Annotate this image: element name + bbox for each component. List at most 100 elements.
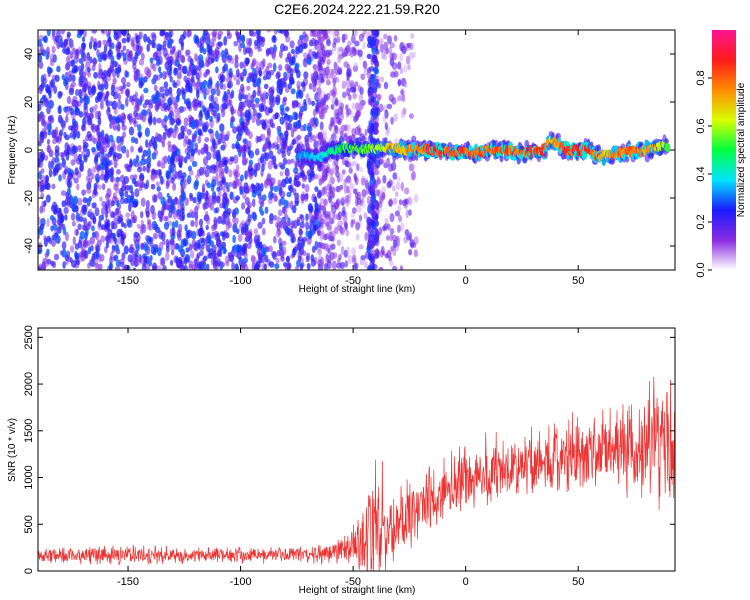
snr-x-tick-label: -50 [345,576,361,588]
spectrogram-cell [240,94,246,100]
spectrogram-cell [216,250,222,257]
spectrogram-cell [97,69,102,79]
spectrogram-cell [98,219,102,228]
spectrogram-cell [347,178,352,185]
spectrogram-cell [238,88,243,95]
spectrogram-cell [321,30,328,37]
spectrogram-cell [282,96,288,102]
spectrogram-cell [235,143,241,150]
spectrogram-cell [410,33,415,39]
spectrogram-cell [281,150,287,159]
spectrogram-cell [330,243,336,250]
spectrogram-cell [220,137,226,144]
spectrogram-cell [232,125,238,134]
spectrogram-cell [285,121,290,131]
spectrogram-cell [123,176,130,184]
spectrogram-cell [235,195,241,201]
spectrogram-cell [217,215,223,225]
spectrogram-cell [59,151,64,158]
spectrogram-cell [343,215,348,223]
spectrogram-cell [249,184,254,193]
spectrogram-cell [104,193,110,201]
spectrogram-cell [90,106,96,114]
spectrogram-cell [138,254,142,263]
spectrogram-cell [665,143,671,153]
spectrogram-cell [64,231,69,242]
spectrogram-cell [220,131,225,139]
spectrogram-cell [258,67,262,76]
spectrogram-cell [196,261,202,270]
spectrogram-cell [148,237,154,243]
spectrogram-cell [127,254,133,263]
spectrogram-cell [74,88,80,97]
spectrogram-cell [251,58,257,66]
spectrogram-cell [294,200,299,207]
spectrogram-cell [71,43,75,52]
spectrogram-cell [384,122,388,130]
spectrogram-cell [85,134,90,142]
spectrogram-cell [266,30,272,33]
spectrogram-cell [245,229,252,238]
spectrogram-cell [366,161,372,170]
spectrogram-cell [100,224,106,231]
spectrogram-cell [231,143,236,150]
spectrogram-cell [405,209,409,219]
spectrogram-cell [292,100,298,109]
spectrogram-cell [215,206,220,214]
spectrogram-cell [373,236,378,245]
spectrogram-cell [38,170,42,180]
spectrogram-cell [257,86,261,94]
spectrogram-cell [102,146,108,153]
spectrogram-cell [324,66,331,76]
spectrogram-cell [170,118,177,124]
spectrogram-cell [273,30,278,35]
spectrogram-cell [72,195,79,205]
spectrogram-cell [238,42,242,53]
spectrogram-cell [374,164,379,170]
spectrogram-cell [173,150,177,158]
spectrogram-cell [408,249,413,256]
spectrogram-cell [328,195,333,204]
spectrogram-cell [155,132,159,140]
spectrogram-cell [115,117,121,124]
spectrogram-cell [167,98,173,106]
spectrogram-cell [178,64,184,74]
spectrogram-cell [346,72,350,81]
spectrogram-cell [210,53,216,63]
spectrogram-cell [248,236,253,245]
spectrogram-cell [217,240,223,248]
spectrogram-cell [328,73,335,80]
spectrogram-cell [130,210,135,220]
spectrogram-cell [278,209,283,216]
spectrogram-cell [276,250,282,257]
spectrogram-cell [91,146,96,153]
spectrogram-cell [330,68,336,76]
spectrogram-cell [142,102,147,109]
spectrogram-cell [314,117,319,127]
spectrogram-cell [309,136,313,143]
spectrogram-cell [120,86,124,95]
spectrogram-cell [208,252,214,259]
spectrogram-cell [175,95,180,103]
spectrogram-cell [394,191,399,198]
spectrogram-cell [335,164,340,173]
spectrogram-cell [65,115,69,123]
snr-x-tick-label: -100 [230,576,252,588]
spectrogram-cell [252,213,257,222]
spectrogram-cell [61,241,67,250]
spectrogram-cell [260,200,265,208]
spectrogram-cell [284,144,290,153]
spectrogram-cell [301,175,307,183]
spectrogram-x-tick-label: -150 [117,275,139,287]
spectrogram-cell [281,178,287,188]
spectrogram-cell [39,187,45,193]
spectrogram-cell [350,80,355,89]
spectrogram-cell [164,72,168,78]
spectrogram-cell [137,124,142,132]
spectrogram-cell [51,156,56,165]
spectrogram-cell [141,263,147,270]
spectrogram-cell [171,96,176,105]
spectrogram-cell [393,70,399,78]
spectrogram-cell [188,263,194,270]
spectrogram-cell [79,230,86,240]
